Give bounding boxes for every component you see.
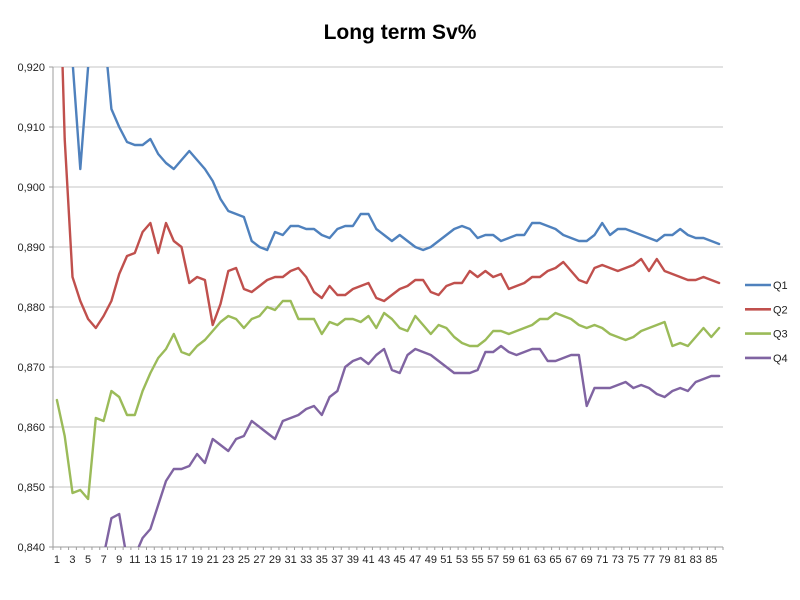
legend-label-q2: Q2 [773, 304, 788, 316]
series-line-q4 [104, 344, 721, 547]
x-axis-label: 25 [238, 554, 250, 566]
legend-item-q2: Q2 [745, 304, 788, 316]
legend-label-q1: Q1 [773, 280, 788, 292]
x-axis-label: 67 [565, 554, 577, 566]
x-axis-label: 19 [191, 554, 203, 566]
x-axis-label: 13 [144, 554, 156, 566]
x-axis-label: 53 [456, 554, 468, 566]
x-axis-label: 31 [284, 554, 296, 566]
legend-label-q3: Q3 [773, 329, 788, 341]
x-axis-label: 65 [549, 554, 561, 566]
x-axis-label: 35 [316, 554, 328, 566]
x-axis-label: 37 [331, 554, 343, 566]
y-axis-label: 0,840 [17, 542, 45, 554]
x-axis-label: 27 [253, 554, 265, 566]
series-line-q3 [55, 299, 721, 501]
x-axis-label: 7 [101, 554, 107, 566]
series-line-q2 [61, 67, 721, 330]
series-line-q1 [71, 67, 721, 252]
x-axis-label: 85 [705, 554, 717, 566]
x-axis-label: 79 [658, 554, 670, 566]
x-axis-label: 39 [347, 554, 359, 566]
x-axis-label: 3 [69, 554, 75, 566]
legend-item-q4: Q4 [745, 353, 788, 365]
x-axis-label: 83 [690, 554, 702, 566]
legend-item-q3: Q3 [745, 329, 788, 341]
x-axis-label: 77 [643, 554, 655, 566]
y-axis-label: 0,890 [17, 242, 45, 254]
x-axis-label: 47 [409, 554, 421, 566]
chart-title: Long term Sv% [323, 21, 477, 44]
x-axis-label: 29 [269, 554, 281, 566]
x-axis-label: 43 [378, 554, 390, 566]
x-axis-label: 73 [612, 554, 624, 566]
y-axis-label: 0,850 [17, 482, 45, 494]
x-axis-label: 61 [518, 554, 530, 566]
x-axis-label: 45 [394, 554, 406, 566]
x-axis-label: 5 [85, 554, 91, 566]
y-axis-label: 0,880 [17, 302, 45, 314]
x-axis-label: 63 [534, 554, 546, 566]
x-axis-label: 49 [425, 554, 437, 566]
x-axis-label: 55 [471, 554, 483, 566]
x-axis-label: 1 [54, 554, 60, 566]
x-axis-label: 9 [116, 554, 122, 566]
x-axis-label: 23 [222, 554, 234, 566]
legend-label-q4: Q4 [773, 353, 788, 365]
x-axis-label: 59 [503, 554, 515, 566]
x-axis-label: 81 [674, 554, 686, 566]
y-axis-label: 0,910 [17, 122, 45, 134]
legend-item-q1: Q1 [745, 280, 788, 292]
x-axis-label: 75 [627, 554, 639, 566]
y-axis-label: 0,870 [17, 362, 45, 374]
y-axis-label: 0,900 [17, 182, 45, 194]
x-axis-label: 71 [596, 554, 608, 566]
y-axis-label: 0,920 [17, 62, 45, 74]
x-axis-label: 33 [300, 554, 312, 566]
x-axis-label: 21 [207, 554, 219, 566]
x-axis-label: 15 [160, 554, 172, 566]
x-axis-label: 51 [440, 554, 452, 566]
x-axis-label: 69 [581, 554, 593, 566]
x-axis-label: 17 [175, 554, 187, 566]
x-axis-label: 11 [129, 554, 140, 566]
y-axis-label: 0,860 [17, 422, 45, 434]
x-axis-label: 57 [487, 554, 499, 566]
x-axis-label: 41 [362, 554, 374, 566]
